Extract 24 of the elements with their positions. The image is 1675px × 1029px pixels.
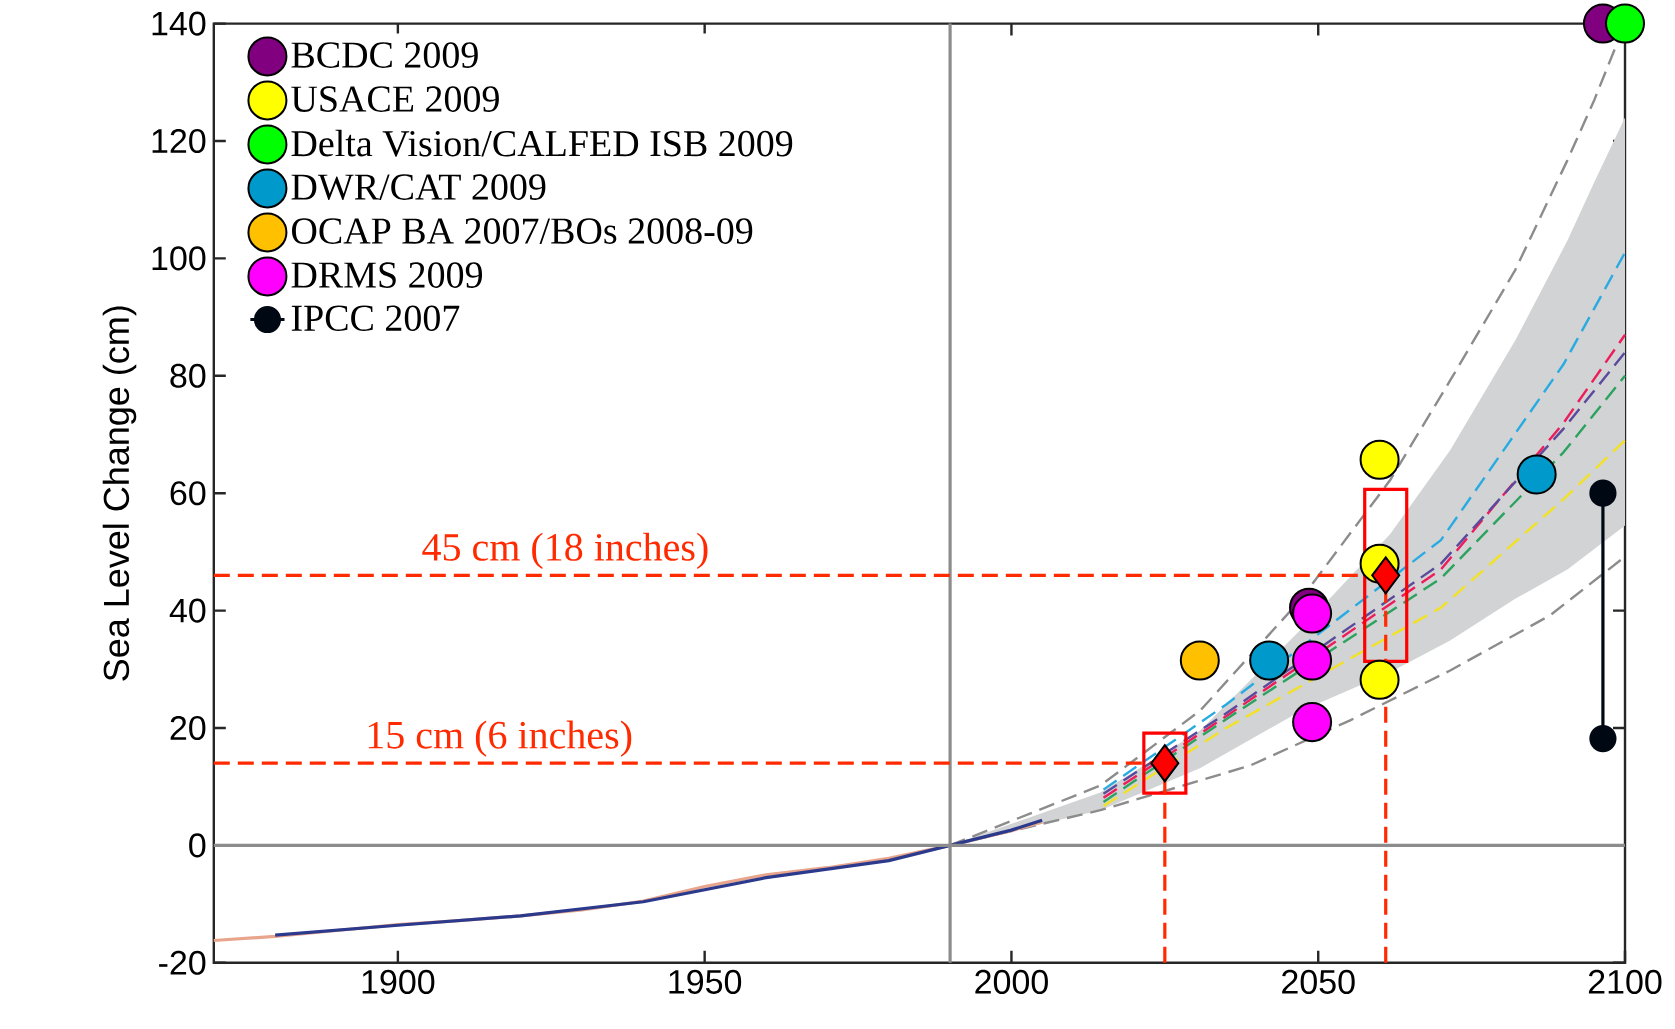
legend-label: BCDC 2009 bbox=[291, 42, 478, 68]
y-tick-label: 0 bbox=[189, 833, 206, 858]
x-tick-label: 1950 bbox=[669, 969, 742, 994]
y-tick-label: 140 bbox=[152, 11, 206, 36]
y-tick-label: 80 bbox=[170, 363, 206, 388]
x-tick-label: 2000 bbox=[975, 969, 1048, 994]
legend-label: IPCC 2007 bbox=[291, 305, 460, 332]
x-tick-label: 2050 bbox=[1282, 969, 1355, 994]
legend-label: OCAP BA 2007/BOs 2008-09 bbox=[292, 218, 753, 244]
y-tick-label: 40 bbox=[169, 598, 206, 623]
y-axis-title: Sea Level Change (cm) bbox=[102, 306, 137, 681]
y-tick-label: 120 bbox=[152, 128, 206, 154]
x-tick-label: 1900 bbox=[362, 969, 435, 994]
x-tick-label: 2100 bbox=[1588, 969, 1662, 994]
ref-line-label: 15 cm (6 inches) bbox=[368, 720, 632, 757]
legend-label: USACE 2009 bbox=[291, 86, 499, 112]
y-tick-label: 100 bbox=[152, 246, 206, 271]
legend-label: Delta Vision/CALFED ISB 2009 bbox=[291, 129, 793, 157]
legend-label: DWR/CAT 2009 bbox=[291, 174, 546, 201]
legend-label: DRMS 2009 bbox=[291, 262, 483, 288]
y-tick-label: 60 bbox=[170, 481, 206, 506]
ref-line-label: 45 cm (18 inches) bbox=[422, 532, 708, 569]
y-tick-label: 20 bbox=[170, 715, 206, 741]
y-tick-label: -20 bbox=[159, 950, 206, 975]
